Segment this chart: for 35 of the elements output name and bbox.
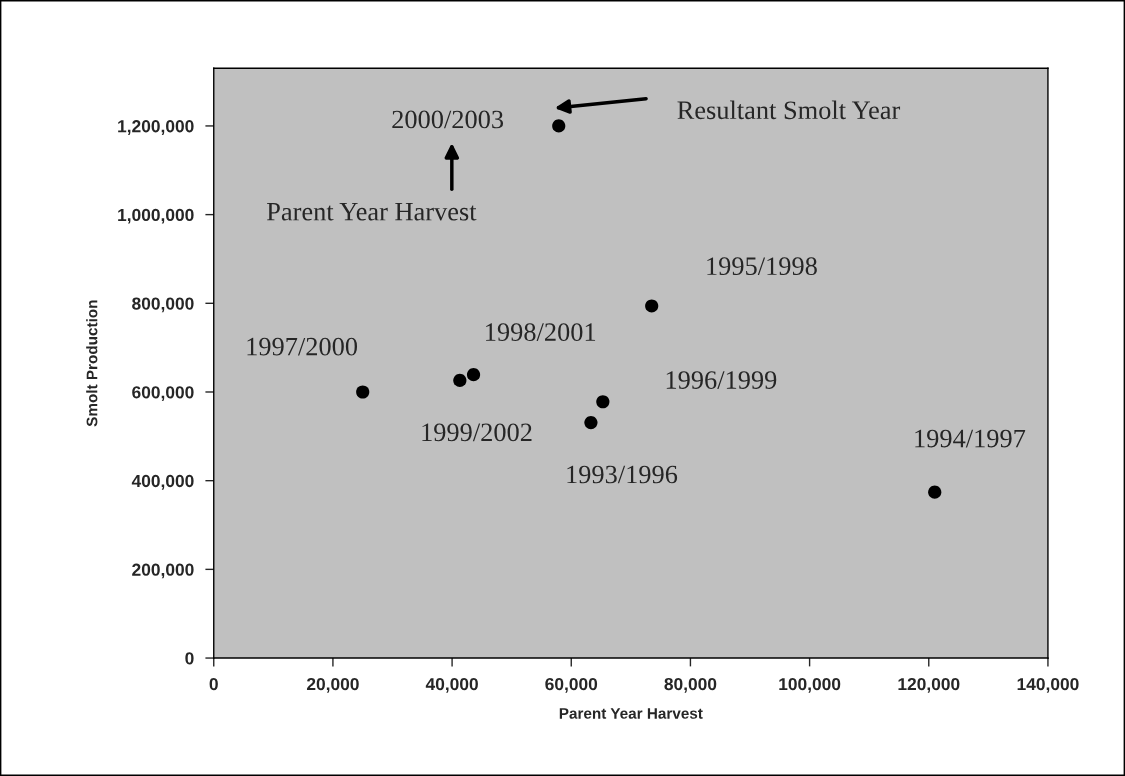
x-tick-label: 120,000	[898, 677, 960, 693]
x-tick-label: 0	[209, 677, 218, 691]
x-tick-label: 20,000	[306, 677, 359, 693]
point	[928, 485, 942, 499]
annotation: 1994/1997	[915, 429, 1026, 448]
y-tick-label: 1,200,000	[118, 120, 194, 135]
point	[552, 119, 566, 133]
point	[466, 368, 481, 382]
annotation: 1996/1999	[666, 371, 777, 389]
annotation: 1999/2002	[422, 423, 532, 442]
annotation: 1997/2000	[247, 337, 358, 356]
annotation: 1998/2001	[486, 323, 596, 342]
annotation: 1995/1998	[707, 257, 817, 276]
x-tick-label: 40,000	[425, 677, 478, 693]
annotation: 1993/1996	[567, 465, 678, 484]
x-tick-label: 60,000	[545, 677, 598, 693]
annotation: 2000/2003	[392, 110, 504, 129]
annotation: Resultant Smolt Year	[677, 100, 901, 120]
y-tick-label: 400,000	[131, 474, 194, 490]
point	[356, 385, 370, 399]
x-tick-label: 80,000	[664, 677, 717, 693]
y-tick-label: 800,000	[132, 297, 194, 313]
y-tick-label: 1,000,000	[118, 208, 194, 224]
annotation: Parent Year Harvest	[267, 203, 477, 221]
x-tick-label: 140,000	[1017, 677, 1079, 693]
y-tick-label: 0	[185, 652, 194, 665]
point	[645, 299, 659, 313]
point	[453, 373, 467, 388]
x-axis-title: Parent Year Harvest	[559, 708, 703, 719]
y-tick-label: 200,000	[132, 563, 194, 579]
y-tick-label: 600,000	[132, 386, 194, 401]
point	[584, 416, 598, 430]
y-axis-title: Smolt Production	[86, 300, 98, 427]
x-tick-label: 100,000	[779, 677, 841, 693]
point	[596, 395, 610, 409]
